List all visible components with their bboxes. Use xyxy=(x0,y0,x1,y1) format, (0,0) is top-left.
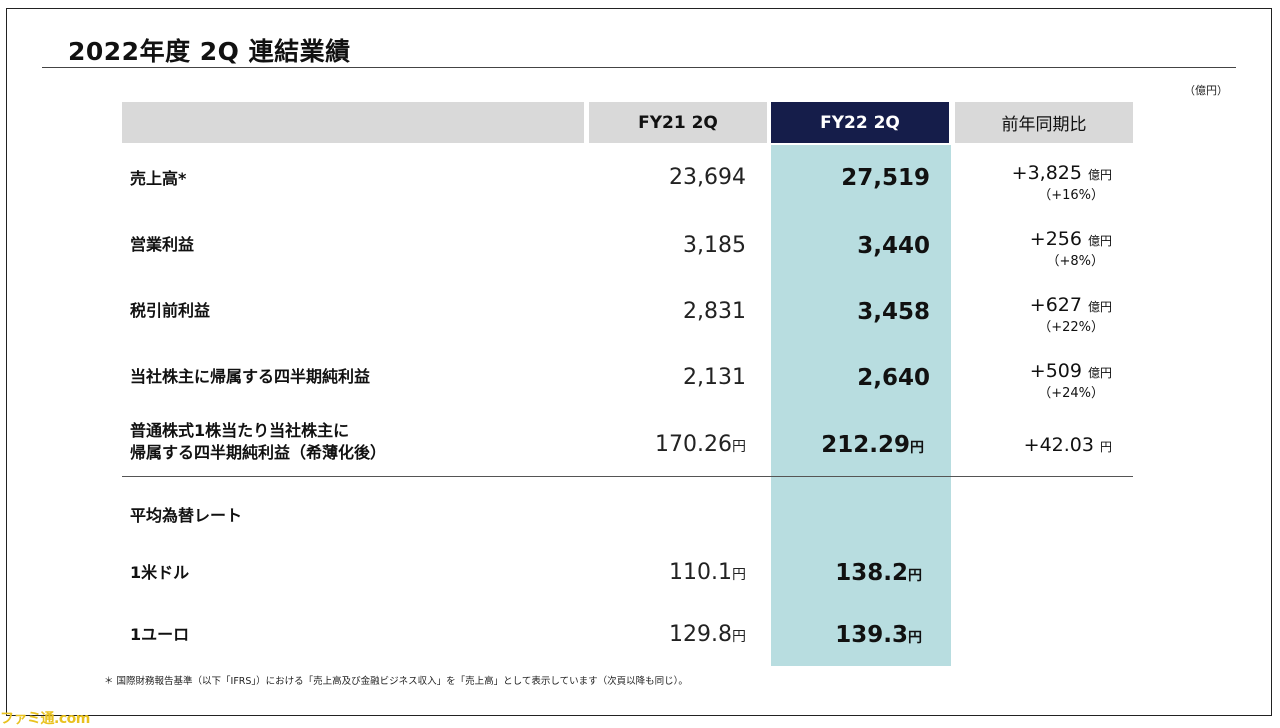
yoy-percent: （+22%） xyxy=(1038,320,1104,335)
row-label-net-income: 当社株主に帰属する四半期純利益 xyxy=(130,367,371,386)
yoy-value: +256 xyxy=(1029,228,1082,250)
yoy-unit: 億円 xyxy=(1087,168,1112,182)
yoy-unit: 億円 xyxy=(1087,366,1112,380)
yoy-value: +627 xyxy=(1029,294,1082,316)
value-fy22: 2,640 xyxy=(857,365,930,391)
value-number: 212.29 xyxy=(821,432,910,458)
value-number: 139.3 xyxy=(835,622,908,648)
value-fy21: 2,831 xyxy=(683,299,746,324)
footnote: ＊ 国際財務報告基準（以下「IFRS」）における「売上高及び金融ビジネス収入」を… xyxy=(104,676,688,687)
watermark-logo: ファミ通.com xyxy=(0,711,90,727)
row-label-eur: 1ユーロ xyxy=(130,625,190,644)
page-title: 2022年度 2Q 連結業績 xyxy=(68,37,351,66)
value-fy22: 138.2円 xyxy=(835,560,922,586)
value-fy21: 170.26円 xyxy=(655,432,746,457)
value-fy21: 23,694 xyxy=(669,165,746,190)
yoy-change: +627 億円 xyxy=(960,294,1112,316)
header-fy21: FY21 2Q xyxy=(589,102,767,143)
value-fy22: 139.3円 xyxy=(835,622,922,648)
row-label-eps-line1: 普通株式1株当たり当社株主に xyxy=(130,421,350,440)
yoy-value: +42.03 xyxy=(1023,434,1094,456)
yoy-change: +3,825 億円 xyxy=(960,162,1112,184)
value-fy21: 129.8円 xyxy=(669,622,746,647)
fx-section-label: 平均為替レート xyxy=(130,506,243,525)
title-divider xyxy=(42,67,1236,68)
yoy-change: +256 億円 xyxy=(960,228,1112,250)
value-fy22: 212.29円 xyxy=(821,432,924,458)
yen-unit: 円 xyxy=(908,630,922,646)
row-label-eps-line2: 帰属する四半期純利益（希薄化後） xyxy=(130,443,387,462)
value-number: 138.2 xyxy=(835,560,908,586)
yen-unit: 円 xyxy=(732,567,746,583)
yoy-value: +509 xyxy=(1029,360,1082,382)
header-yoy: 前年同期比 xyxy=(955,102,1133,143)
value-fy21: 3,185 xyxy=(683,233,746,258)
yoy-unit: 億円 xyxy=(1087,300,1112,314)
header-fy22: FY22 2Q xyxy=(771,102,949,143)
row-label-eps: 普通株式1株当たり当社株主に 帰属する四半期純利益（希薄化後） xyxy=(130,420,386,464)
yoy-change: +42.03 円 xyxy=(960,434,1112,456)
header-label-cell xyxy=(122,102,584,143)
row-label-usd: 1米ドル xyxy=(130,563,190,582)
row-label-operating-income: 営業利益 xyxy=(130,235,195,254)
section-divider xyxy=(122,476,1133,477)
yoy-value: +3,825 xyxy=(1011,162,1082,184)
value-fy21: 2,131 xyxy=(683,365,746,390)
yen-unit: 円 xyxy=(732,629,746,645)
value-fy22: 27,519 xyxy=(841,165,930,191)
fy22-highlight-column xyxy=(771,145,951,666)
yen-unit: 円 xyxy=(732,439,746,455)
row-label-pretax-income: 税引前利益 xyxy=(130,301,211,320)
row-label-revenue: 売上高* xyxy=(130,169,187,188)
value-number: 170.26 xyxy=(655,432,732,457)
unit-note: （億円） xyxy=(1184,84,1228,97)
value-number: 129.8 xyxy=(669,622,732,647)
yen-unit: 円 xyxy=(908,568,922,584)
yoy-percent: （+8%） xyxy=(1046,254,1104,269)
yoy-percent: （+24%） xyxy=(1038,386,1104,401)
yoy-unit: 億円 xyxy=(1087,234,1112,248)
value-fy22: 3,440 xyxy=(857,233,930,259)
yoy-unit: 円 xyxy=(1099,440,1112,454)
yen-unit: 円 xyxy=(910,440,924,456)
yoy-change: +509 億円 xyxy=(960,360,1112,382)
value-fy21: 110.1円 xyxy=(669,560,746,585)
value-fy22: 3,458 xyxy=(857,299,930,325)
yoy-percent: （+16%） xyxy=(1038,188,1104,203)
value-number: 110.1 xyxy=(669,560,732,585)
